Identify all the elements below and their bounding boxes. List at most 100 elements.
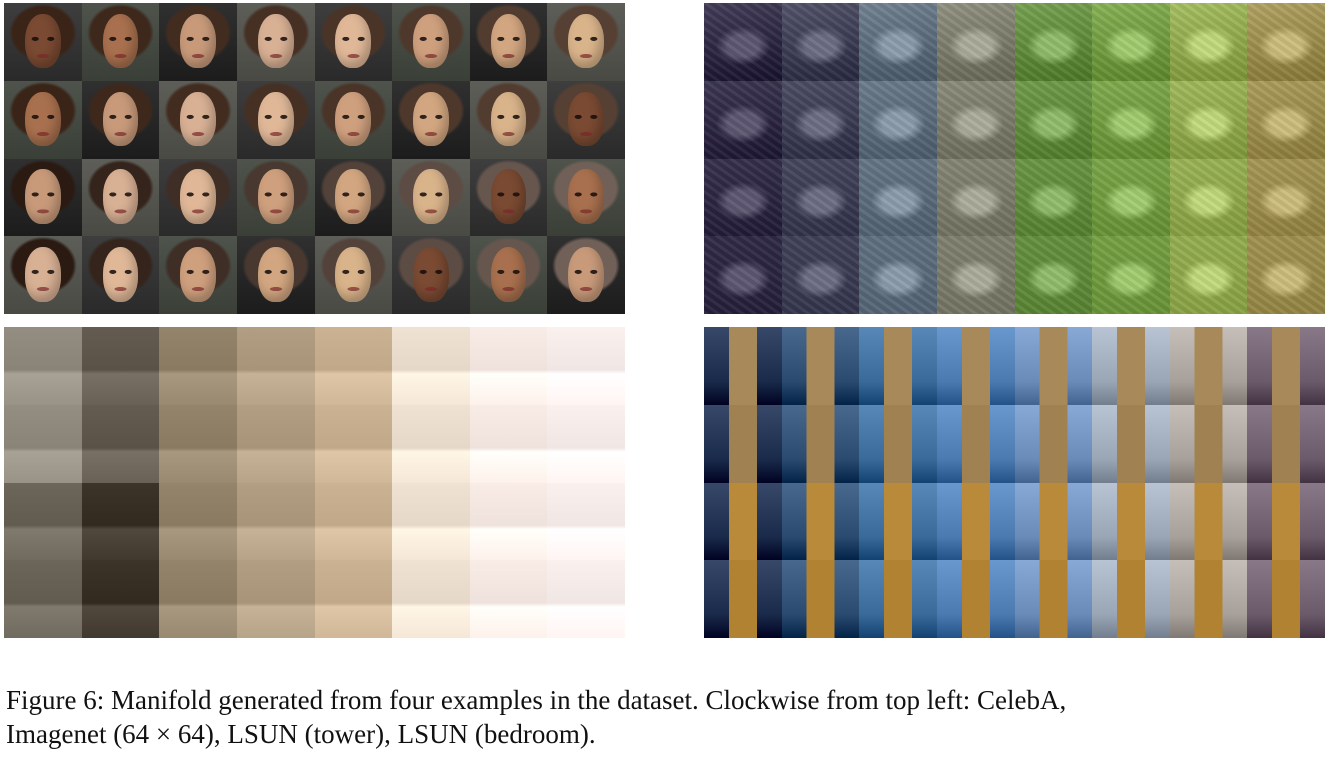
celeba-sample-r4-c6 — [392, 236, 470, 314]
celeba-sample-r1-c1 — [4, 3, 82, 81]
imagenet-sample-r4-c1 — [704, 236, 782, 314]
imagenet-sample-r4-c8 — [1247, 236, 1325, 314]
imagenet-sample-r2-c7 — [1169, 80, 1248, 159]
imagenet-sample-r2-c8 — [1247, 80, 1325, 159]
tower-sample-r1-c4 — [936, 327, 1015, 405]
celeba-sample-r1-c2 — [81, 3, 160, 81]
celeba-sample-r3-c5 — [314, 158, 393, 237]
celeba-sample-r2-c3 — [159, 80, 237, 159]
imagenet-sample-r1-c1 — [704, 3, 782, 81]
imagenet-sample-r1-c2 — [781, 3, 860, 81]
imagenet-sample-r4-c5 — [1014, 236, 1093, 314]
celeba-sample-r2-c4 — [236, 80, 315, 159]
tower-sample-r4-c7 — [1169, 560, 1248, 638]
tower-sample-r3-c7 — [1169, 482, 1248, 561]
imagenet-sample-r1-c4 — [936, 3, 1015, 81]
bedroom-sample-r1-c2 — [81, 327, 160, 405]
imagenet-sample-r1-c8 — [1247, 3, 1325, 81]
bedroom-sample-r4-c1 — [4, 560, 82, 638]
celeba-sample-r3-c8 — [547, 158, 625, 237]
bedroom-sample-r2-c6 — [392, 404, 470, 483]
tower-sample-r1-c2 — [781, 327, 860, 405]
bedroom-sample-r4-c3 — [159, 560, 237, 638]
celeba-sample-r3-c6 — [392, 158, 470, 237]
figure-caption: Figure 6: Manifold generated from four e… — [6, 683, 1326, 751]
celeba-sample-r4-c8 — [547, 236, 625, 314]
bedroom-sample-r4-c7 — [469, 560, 548, 638]
tower-sample-r1-c5 — [1014, 327, 1093, 405]
tower-sample-r3-c2 — [781, 482, 860, 561]
celeba-sample-r4-c4 — [236, 236, 315, 314]
imagenet-sample-r3-c5 — [1014, 158, 1093, 237]
bedroom-sample-r3-c6 — [392, 482, 470, 561]
celeba-sample-r1-c8 — [547, 3, 625, 81]
imagenet-sample-r2-c2 — [781, 80, 860, 159]
imagenet-sample-r2-c4 — [936, 80, 1015, 159]
imagenet-sample-r1-c5 — [1014, 3, 1093, 81]
tower-sample-r2-c4 — [936, 404, 1015, 483]
bedroom-sample-r2-c7 — [469, 404, 548, 483]
imagenet-image-grid — [704, 3, 1325, 314]
celeba-sample-r2-c5 — [314, 80, 393, 159]
celeba-sample-r1-c6 — [392, 3, 470, 81]
bedroom-sample-r1-c5 — [314, 327, 393, 405]
tower-sample-r3-c4 — [936, 482, 1015, 561]
bedroom-sample-r2-c1 — [4, 404, 82, 483]
celeba-sample-r3-c2 — [81, 158, 160, 237]
imagenet-sample-r2-c1 — [704, 80, 782, 159]
tower-sample-r1-c1 — [704, 327, 782, 405]
celeba-sample-r2-c6 — [392, 80, 470, 159]
tower-sample-r4-c1 — [704, 560, 782, 638]
bedroom-sample-r1-c4 — [236, 327, 315, 405]
imagenet-sample-r2-c5 — [1014, 80, 1093, 159]
caption-line-2: Imagenet (64 × 64), LSUN (tower), LSUN (… — [6, 719, 596, 749]
celeba-sample-r2-c2 — [81, 80, 160, 159]
bedroom-sample-r4-c8 — [547, 560, 625, 638]
celeba-sample-r3-c3 — [159, 158, 237, 237]
bedroom-sample-r3-c4 — [236, 482, 315, 561]
celeba-image-grid — [4, 3, 625, 314]
tower-sample-r4-c2 — [781, 560, 860, 638]
bedroom-sample-r3-c5 — [314, 482, 393, 561]
tower-sample-r4-c5 — [1014, 560, 1093, 638]
celeba-sample-r4-c5 — [314, 236, 393, 314]
celeba-sample-r2-c8 — [547, 80, 625, 159]
tower-sample-r1-c6 — [1092, 327, 1170, 405]
imagenet-sample-r3-c1 — [704, 158, 782, 237]
imagenet-sample-r2-c6 — [1092, 80, 1170, 159]
lsun-tower-image-grid — [704, 327, 1325, 638]
celeba-sample-r2-c7 — [469, 80, 548, 159]
celeba-sample-r3-c4 — [236, 158, 315, 237]
imagenet-sample-r4-c6 — [1092, 236, 1170, 314]
bedroom-sample-r2-c5 — [314, 404, 393, 483]
bedroom-sample-r4-c6 — [392, 560, 470, 638]
bedroom-sample-r1-c6 — [392, 327, 470, 405]
imagenet-sample-r4-c3 — [859, 236, 937, 314]
celeba-sample-r4-c1 — [4, 236, 82, 314]
caption-line-1: Figure 6: Manifold generated from four e… — [6, 685, 1067, 715]
tower-sample-r2-c6 — [1092, 404, 1170, 483]
tower-sample-r2-c3 — [859, 404, 937, 483]
tower-sample-r1-c7 — [1169, 327, 1248, 405]
imagenet-sample-r4-c2 — [781, 236, 860, 314]
imagenet-sample-r3-c8 — [1247, 158, 1325, 237]
imagenet-sample-r3-c7 — [1169, 158, 1248, 237]
imagenet-sample-r2-c3 — [859, 80, 937, 159]
tower-sample-r1-c3 — [859, 327, 937, 405]
imagenet-sample-r1-c3 — [859, 3, 937, 81]
bedroom-sample-r4-c4 — [236, 560, 315, 638]
bedroom-sample-r4-c5 — [314, 560, 393, 638]
celeba-sample-r3-c1 — [4, 158, 82, 237]
celeba-sample-r1-c4 — [236, 3, 315, 81]
tower-sample-r2-c1 — [704, 404, 782, 483]
bedroom-sample-r3-c7 — [469, 482, 548, 561]
bedroom-sample-r3-c3 — [159, 482, 237, 561]
bedroom-sample-r2-c3 — [159, 404, 237, 483]
tower-sample-r3-c8 — [1247, 482, 1325, 561]
tower-sample-r2-c8 — [1247, 404, 1325, 483]
celeba-sample-r2-c1 — [4, 80, 82, 159]
imagenet-sample-r1-c6 — [1092, 3, 1170, 81]
celeba-sample-r4-c7 — [469, 236, 548, 314]
bedroom-sample-r1-c1 — [4, 327, 82, 405]
tower-sample-r2-c2 — [781, 404, 860, 483]
